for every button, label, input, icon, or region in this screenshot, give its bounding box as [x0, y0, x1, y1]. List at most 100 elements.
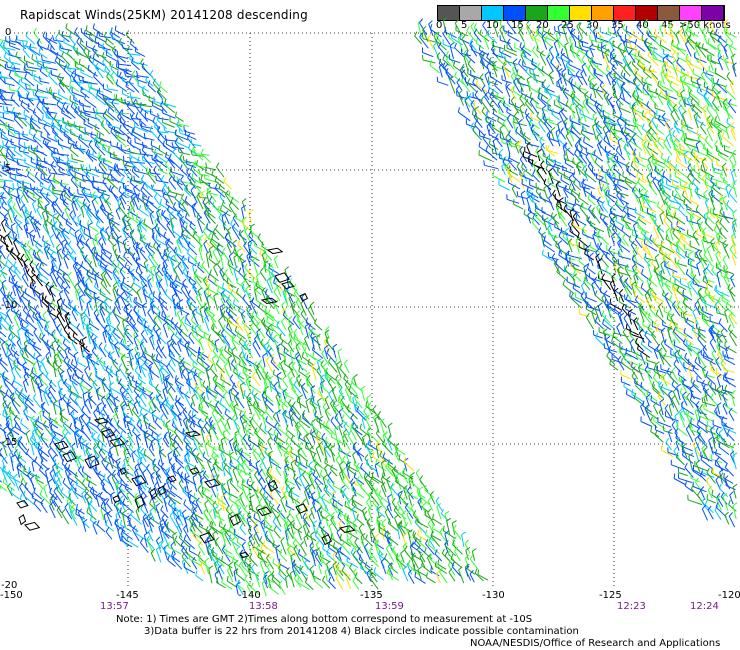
wind-barb [474, 90, 479, 96]
wind-barb [50, 93, 63, 100]
wind-barb [22, 135, 37, 143]
wind-barb [157, 134, 161, 140]
wind-barb [550, 57, 554, 63]
wind-barb [482, 57, 492, 66]
wind-barb [594, 162, 603, 170]
wind-barb [634, 160, 646, 168]
wind-barb [562, 146, 566, 156]
wind-barb [79, 109, 82, 115]
wind-barb [118, 71, 122, 77]
legend-swatch [636, 6, 658, 20]
wind-barb [657, 141, 665, 150]
wind-barb [176, 176, 179, 182]
wind-barb [78, 99, 81, 105]
wind-barb [56, 235, 63, 246]
wind-barb [580, 69, 585, 74]
wind-barb [524, 56, 538, 65]
wind-barb [518, 63, 527, 73]
wind-barb [610, 168, 617, 178]
wind-barb [605, 168, 610, 174]
wind-barb [20, 194, 25, 200]
wind-barb [512, 62, 518, 73]
wind-barb [163, 99, 167, 105]
wind-barb [15, 36, 18, 42]
wind-barb [716, 98, 729, 106]
wind-barb [33, 151, 42, 162]
wind-barb [575, 86, 587, 91]
wind-barb [726, 76, 734, 85]
wind-barb [446, 59, 455, 71]
wind-barb [604, 119, 610, 129]
wind-barb [507, 30, 510, 36]
wind-barb [48, 86, 51, 92]
wind-barb [278, 282, 282, 288]
wind-barb [684, 142, 699, 149]
wind-barb [715, 145, 718, 151]
wind-speed-legend: 051015202530354045>50 knots [436, 5, 737, 35]
wind-barb [530, 116, 541, 122]
wind-barb [670, 113, 679, 126]
wind-barb [0, 181, 6, 183]
wind-barb [587, 75, 591, 81]
wind-barb [567, 128, 575, 142]
wind-barb [627, 212, 629, 219]
wind-barb [717, 39, 728, 52]
wind-barb [587, 267, 596, 275]
wind-barb [690, 102, 703, 114]
wind-barb [686, 30, 699, 37]
wind-barb [169, 121, 183, 128]
wind-barb [664, 76, 672, 85]
wind-barb [618, 251, 620, 257]
wind-barb [565, 150, 569, 161]
wind-barb [121, 43, 124, 49]
wind-barb [567, 250, 570, 256]
wind-barb [163, 249, 166, 255]
wind-barb [722, 136, 734, 147]
wind-barb [18, 78, 21, 84]
wind-barb [589, 241, 592, 247]
wind-barb [689, 199, 700, 207]
wind-barb [544, 118, 548, 124]
wind-barb [5, 82, 15, 87]
wind-barb [438, 42, 442, 48]
wind-barb [69, 227, 72, 233]
wind-barb [79, 38, 83, 44]
wind-barb [129, 53, 132, 59]
wind-barb [540, 146, 546, 156]
wind-barb [3, 110, 15, 115]
wind-barb [634, 39, 638, 45]
wind-barb [676, 74, 678, 80]
wind-barb [587, 166, 596, 177]
wind-barb [79, 42, 91, 53]
wind-barb [644, 189, 649, 195]
wind-barb [624, 146, 631, 161]
wind-barb [93, 247, 96, 253]
wind-barb [540, 160, 545, 166]
wind-barb [632, 35, 645, 43]
wind-barb [565, 131, 570, 137]
wind-barb [650, 97, 659, 108]
wind-barb [621, 81, 625, 87]
wind-barb [463, 49, 468, 55]
wind-barb [579, 116, 583, 122]
wind-barb [0, 249, 6, 260]
wind-barb [116, 238, 121, 253]
wind-barb [676, 57, 680, 63]
wind-barb [73, 99, 77, 105]
wind-barb [560, 48, 564, 54]
wind-barb [77, 188, 79, 194]
wind-barb [535, 27, 539, 33]
wind-barb [710, 118, 713, 124]
wind-barb [20, 253, 25, 259]
wind-barb [686, 99, 694, 112]
wind-barb [124, 262, 128, 268]
wind-barb [10, 61, 21, 66]
wind-barb [54, 56, 58, 62]
wind-barb [624, 127, 627, 133]
wind-barb [61, 30, 64, 36]
wind-barb [101, 43, 105, 49]
wind-barb [552, 163, 556, 169]
wind-barb [133, 131, 147, 140]
wind-barb [697, 104, 707, 113]
wind-barb [252, 259, 258, 275]
